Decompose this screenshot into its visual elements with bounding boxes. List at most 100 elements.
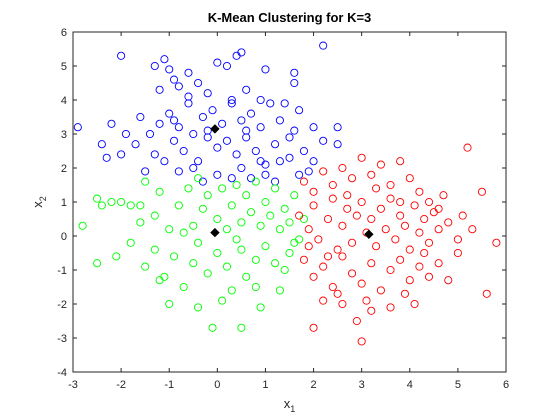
data-point: [357, 153, 366, 162]
data-point: [93, 194, 102, 203]
data-point: [237, 163, 246, 173]
data-point: [415, 262, 424, 271]
data-point: [213, 143, 222, 152]
plot-frame: [72, 31, 507, 373]
data-point: [160, 157, 169, 166]
data-point: [453, 235, 462, 244]
data-point: [169, 75, 179, 84]
data-point: [333, 140, 342, 149]
data-point: [309, 323, 318, 332]
data-point: [261, 242, 270, 251]
y-tick-label: -2: [57, 299, 67, 311]
data-point: [477, 187, 486, 196]
data-point: [126, 238, 135, 247]
data-point: [222, 225, 232, 234]
data-point: [227, 174, 236, 183]
data-point: [136, 201, 145, 210]
data-point: [367, 306, 376, 315]
data-point: [376, 160, 385, 169]
data-point: [203, 89, 212, 98]
data-point: [372, 184, 381, 193]
data-point: [410, 201, 419, 210]
data-point: [242, 126, 251, 135]
data-point: [386, 303, 395, 312]
data-point: [222, 61, 232, 71]
x-axis-title: x1: [284, 396, 296, 414]
data-point: [290, 126, 299, 135]
data-point: [304, 167, 313, 176]
x-tick-label: -1: [164, 379, 174, 391]
x-tick-label: -2: [116, 379, 126, 391]
y-tick-label: -1: [57, 265, 67, 277]
data-point: [338, 221, 347, 230]
data-point: [434, 225, 443, 234]
data-point: [208, 323, 217, 332]
data-point: [468, 225, 477, 234]
data-point: [218, 184, 227, 193]
cluster-series-1: [73, 41, 342, 186]
data-point: [213, 214, 222, 224]
data-point: [386, 194, 395, 203]
x-axis-title-subscript: 1: [290, 404, 295, 414]
data-point: [194, 78, 203, 88]
data-point: [386, 265, 395, 275]
data-point: [396, 157, 405, 166]
data-point: [319, 136, 328, 145]
data-point: [165, 109, 174, 118]
data-point: [439, 191, 448, 200]
data-point: [179, 282, 188, 292]
data-point: [338, 163, 347, 173]
data-point: [295, 106, 304, 115]
data-point: [198, 112, 207, 122]
data-point: [396, 197, 405, 207]
data-point: [396, 211, 405, 220]
data-point: [391, 235, 400, 244]
data-point: [246, 109, 256, 118]
x-tick-label: 3: [359, 379, 365, 391]
data-point: [222, 136, 232, 145]
data-point: [198, 204, 207, 213]
data-point: [338, 252, 347, 261]
data-point: [232, 150, 241, 159]
data-point: [184, 68, 193, 77]
data-point: [150, 150, 159, 159]
data-point: [189, 221, 198, 230]
data-point: [261, 170, 270, 179]
data-point: [155, 187, 164, 196]
data-point: [150, 245, 159, 254]
data-point: [78, 221, 87, 230]
data-point: [396, 255, 405, 264]
data-point: [347, 269, 357, 278]
y-tick-label: 6: [61, 27, 67, 39]
data-point: [357, 197, 366, 207]
data-point: [309, 157, 318, 166]
data-point: [194, 303, 203, 312]
data-point: [174, 201, 183, 210]
data-point: [482, 289, 491, 298]
data-point: [194, 174, 203, 183]
data-point: [367, 214, 376, 224]
data-point: [400, 289, 410, 298]
x-tick-label: 6: [503, 379, 509, 391]
data-point: [136, 218, 145, 227]
data-point: [328, 180, 337, 190]
data-point: [304, 242, 313, 251]
data-point: [165, 65, 174, 74]
data-point: [444, 276, 453, 285]
data-point: [237, 323, 246, 332]
data-point: [266, 211, 275, 220]
data-point: [420, 248, 429, 258]
data-point: [150, 61, 159, 71]
data-point: [117, 197, 126, 207]
data-point: [319, 41, 328, 50]
data-point: [299, 146, 308, 156]
data-point: [213, 170, 222, 179]
data-point: [290, 191, 299, 200]
data-point: [343, 191, 352, 200]
data-point: [256, 303, 265, 312]
data-point: [261, 197, 270, 207]
data-point: [415, 187, 424, 196]
data-point: [295, 211, 304, 220]
data-point: [169, 136, 179, 145]
